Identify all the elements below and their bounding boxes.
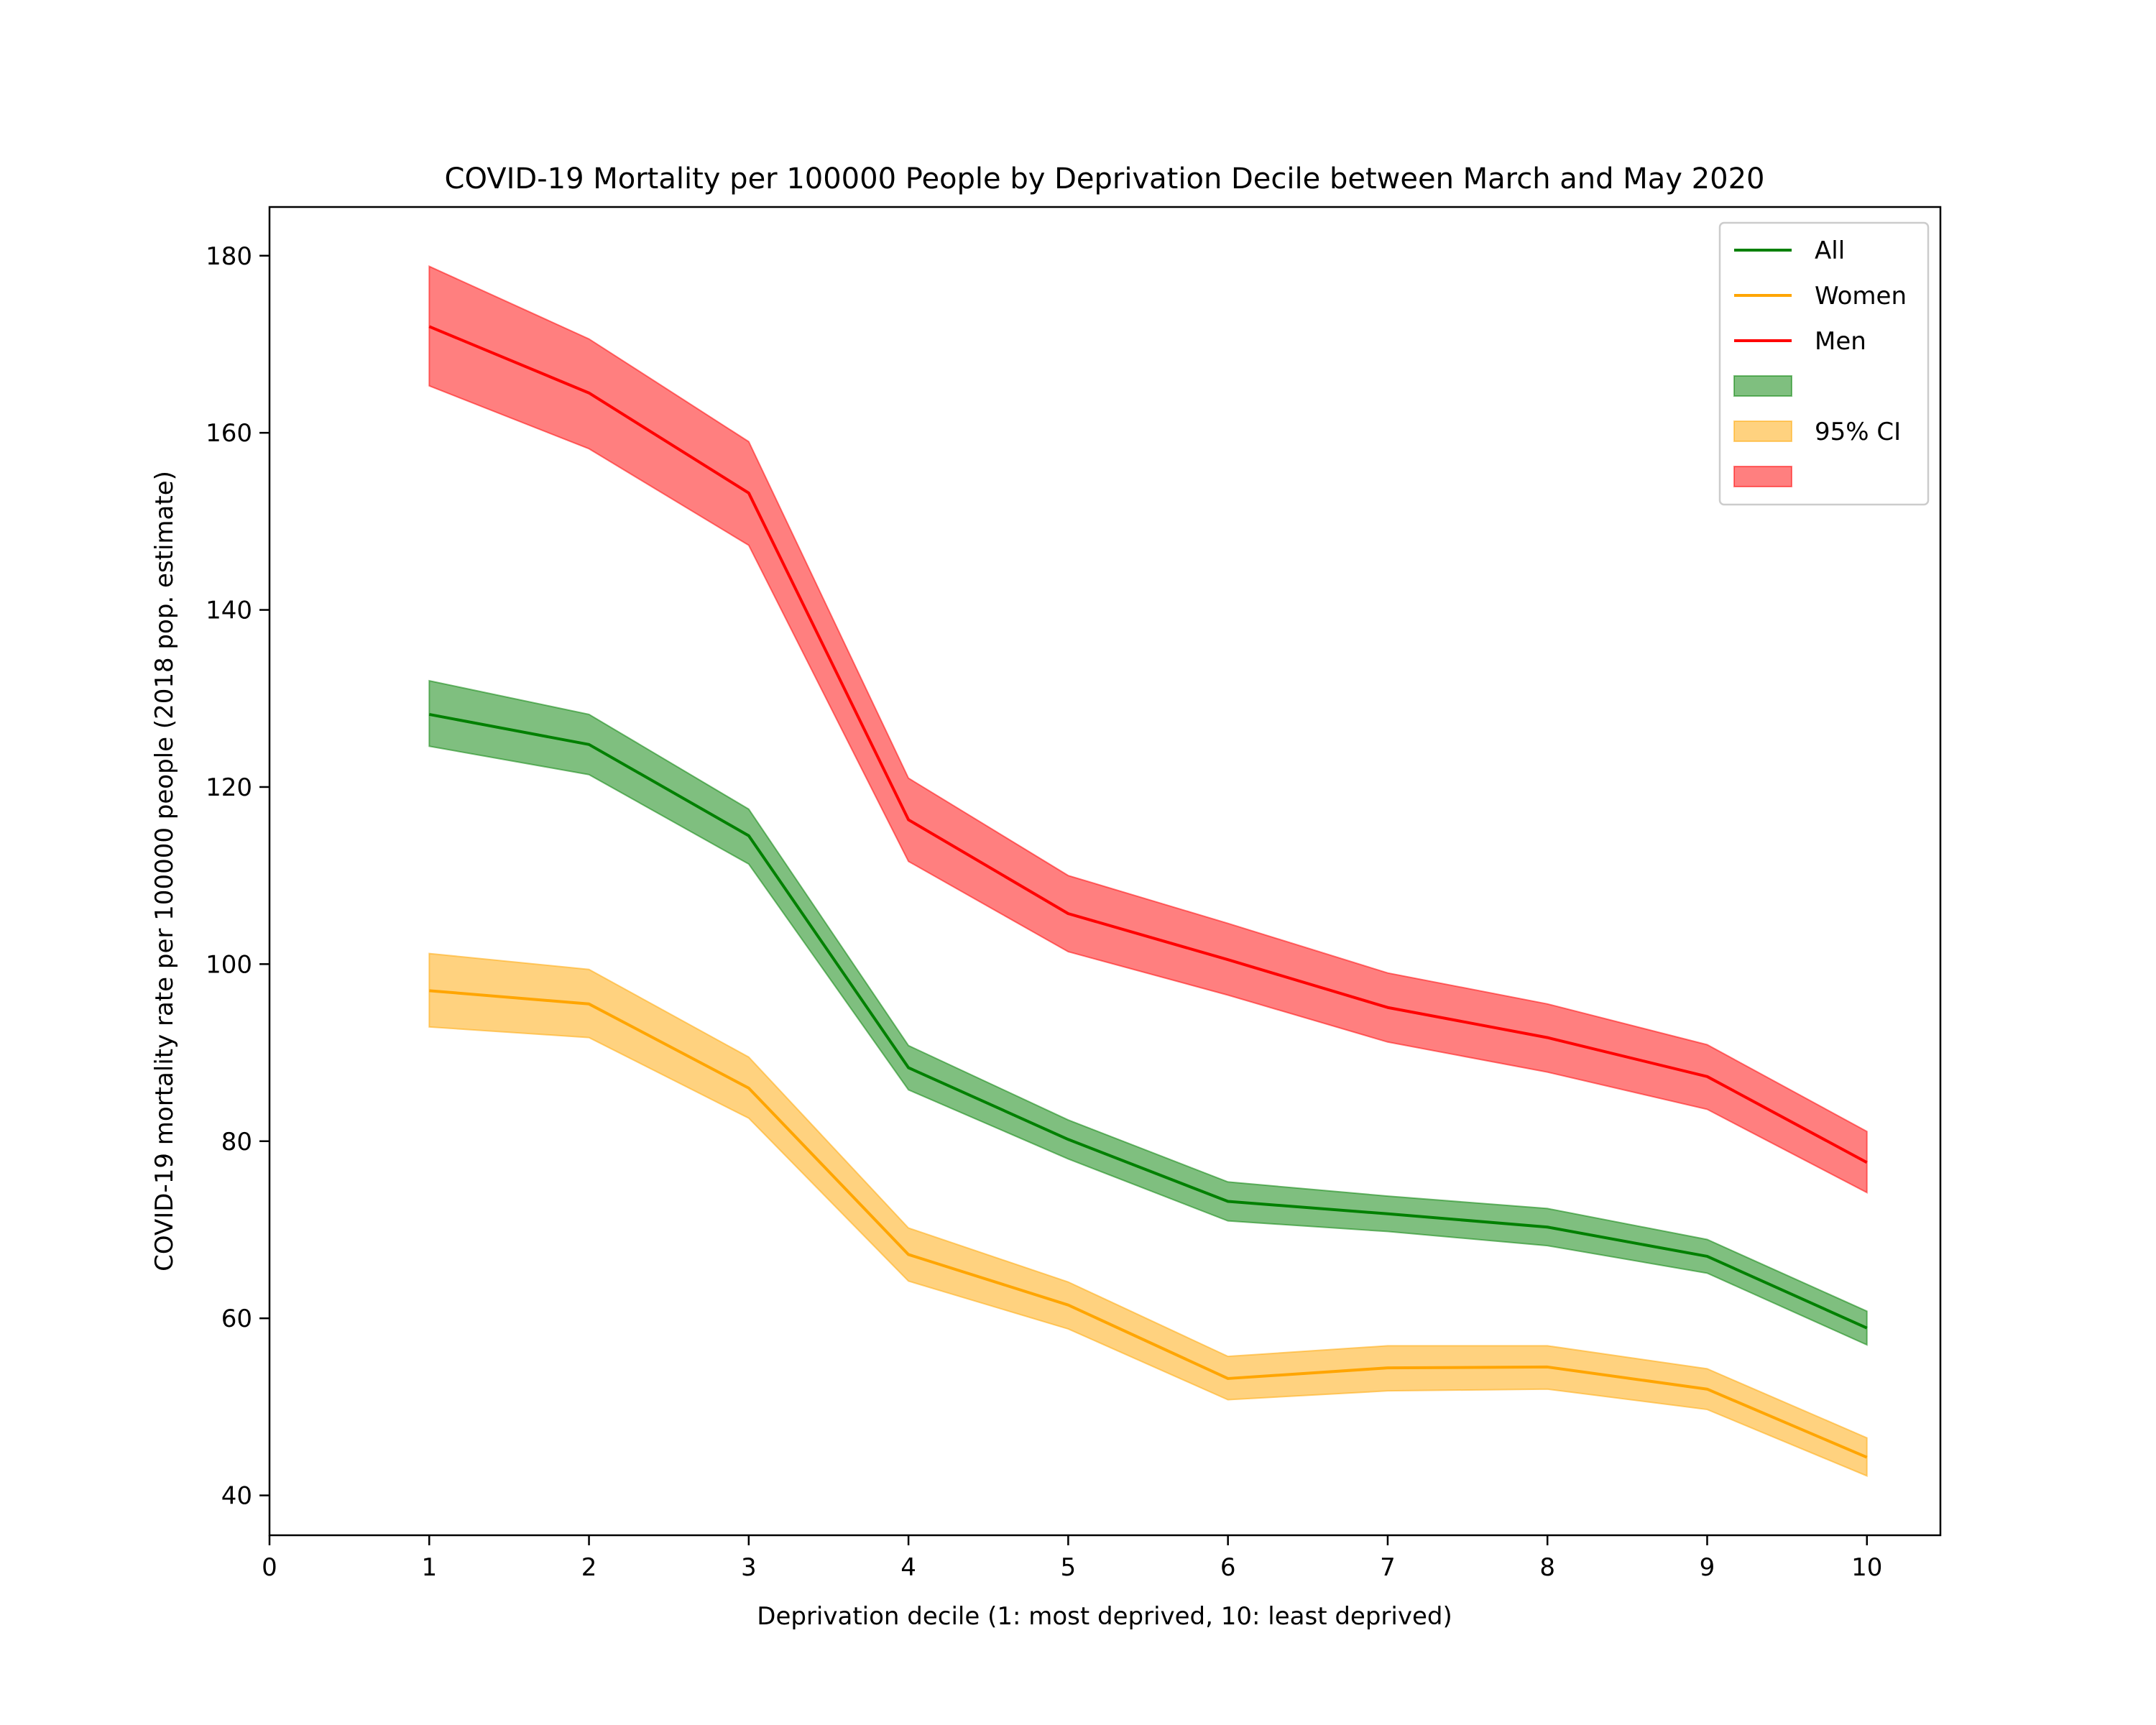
y-tick-label: 140 — [206, 597, 252, 625]
series-line-all — [428, 712, 1868, 1330]
y-tick-label: 100 — [206, 950, 252, 979]
y-tick-label: 60 — [221, 1305, 252, 1333]
y-axis-label: COVID-19 mortality rate per 100000 peopl… — [150, 471, 179, 1271]
ci-band-men — [428, 264, 1868, 1194]
confidence-bands — [428, 264, 1868, 1477]
y-axis-ticks: 40 60 80 100 120 140 160 180 — [206, 242, 270, 1511]
legend-label-women: Women — [1815, 282, 1907, 310]
y-tick-label: 180 — [206, 242, 252, 271]
legend-label-men: Men — [1815, 327, 1866, 356]
ci-band-women — [428, 952, 1868, 1477]
legend-patch-women — [1733, 420, 1792, 442]
series-lines — [428, 325, 1868, 1459]
x-tick-label: 10 — [1851, 1553, 1882, 1582]
chart-title: COVID-19 Mortality per 100000 People by … — [445, 162, 1765, 196]
ci-band-all — [428, 679, 1868, 1346]
y-tick-label: 120 — [206, 773, 252, 802]
x-tick-label: 4 — [900, 1553, 916, 1582]
y-tick-label: 80 — [221, 1128, 252, 1156]
x-axis-label: Deprivation decile (1: most deprived, 10… — [757, 1602, 1452, 1631]
x-tick-label: 8 — [1539, 1553, 1555, 1582]
series-line-men — [428, 325, 1868, 1164]
x-tick-label: 3 — [741, 1553, 757, 1582]
series-line-women — [429, 989, 1868, 1459]
legend: All Women Men 95% CI — [1718, 221, 1930, 506]
x-tick-label: 5 — [1061, 1553, 1077, 1582]
x-tick-label: 6 — [1220, 1553, 1236, 1582]
x-tick-label: 0 — [262, 1553, 277, 1582]
legend-label-ci: 95% CI — [1815, 418, 1901, 446]
legend-patch-men — [1733, 466, 1792, 487]
x-tick-label: 2 — [581, 1553, 597, 1582]
legend-label-all: All — [1815, 236, 1845, 265]
legend-patch-all — [1733, 375, 1792, 397]
x-tick-label: 7 — [1380, 1553, 1396, 1582]
y-tick-label: 160 — [206, 419, 252, 448]
y-tick-label: 40 — [221, 1482, 252, 1511]
x-axis-ticks: 0 1 2 3 4 5 6 7 8 9 10 — [262, 1535, 1882, 1582]
axes-frame — [268, 206, 1942, 1537]
x-tick-label: 9 — [1700, 1553, 1715, 1582]
x-tick-label: 1 — [421, 1553, 437, 1582]
